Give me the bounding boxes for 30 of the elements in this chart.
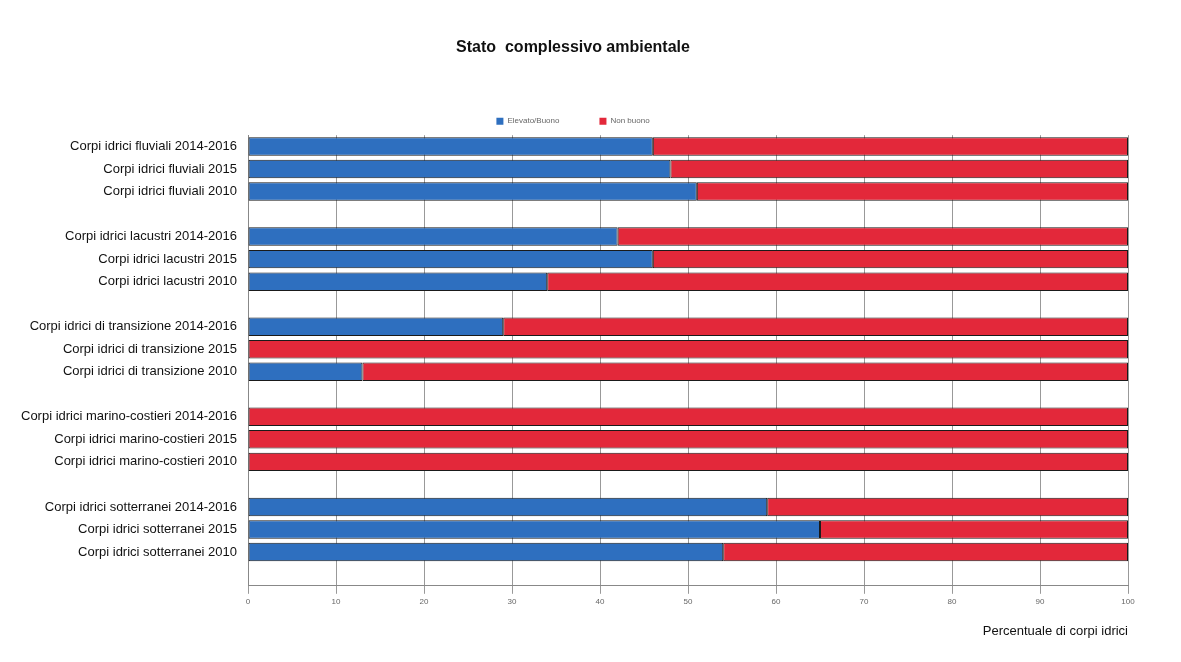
x-tick-label: 20 bbox=[419, 596, 430, 606]
y-tick-label: Corpi idrici lacustri 2015 bbox=[98, 250, 238, 266]
legend-label: Elevato/Buono bbox=[507, 116, 560, 126]
y-tick-label: Corpi idrici sotterranei 2010 bbox=[78, 543, 238, 559]
x-tick-label: 70 bbox=[859, 596, 870, 606]
x-tick-label: 80 bbox=[947, 596, 957, 606]
legend-label: Non buono bbox=[610, 116, 651, 126]
x-tick-label: 30 bbox=[507, 596, 518, 606]
y-tick-label: Corpi idrici marino-costieri 2015 bbox=[54, 430, 238, 446]
y-tick-label: Corpi idrici di transizione 2014-2016 bbox=[29, 318, 238, 334]
x-tick-label: 90 bbox=[1035, 596, 1045, 606]
chart-title: Stato complessivo ambientale bbox=[456, 38, 691, 56]
x-tick-label: 10 bbox=[331, 596, 342, 606]
y-tick-label: Corpi idrici sotterranei 2014-2016 bbox=[44, 498, 238, 514]
y-tick-label: Corpi idrici di transizione 2015 bbox=[62, 340, 238, 356]
y-tick-label: Corpi idrici marino-costieri 2014-2016 bbox=[20, 408, 238, 424]
y-tick-label: Corpi idrici fluviali 2014-2016 bbox=[70, 138, 238, 154]
x-tick-label: 100 bbox=[1121, 596, 1136, 606]
y-tick-label: Corpi idrici sotterranei 2015 bbox=[78, 521, 238, 537]
x-tick-label: 60 bbox=[771, 596, 782, 606]
x-axis-title: Percentuale di corpi idrici bbox=[982, 622, 1129, 638]
y-tick-label: Corpi idrici fluviali 2010 bbox=[103, 183, 238, 199]
y-tick-label: Corpi idrici di transizione 2010 bbox=[62, 363, 238, 379]
x-tick-label: 0 bbox=[245, 596, 251, 606]
y-tick-label: Corpi idrici marino-costieri 2010 bbox=[54, 453, 238, 469]
y-tick-label: Corpi idrici fluviali 2015 bbox=[103, 160, 238, 176]
y-tick-label: Corpi idrici lacustri 2014-2016 bbox=[65, 228, 238, 244]
y-tick-label: Corpi idrici lacustri 2010 bbox=[98, 273, 238, 289]
x-tick-label: 50 bbox=[683, 596, 694, 606]
x-tick-label: 40 bbox=[595, 596, 606, 606]
